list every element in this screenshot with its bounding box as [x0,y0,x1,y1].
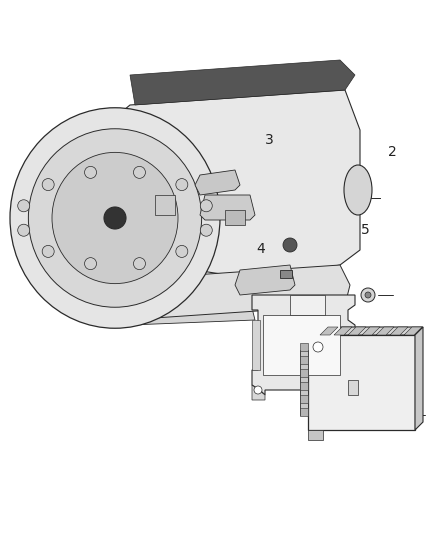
Text: 2: 2 [388,145,396,159]
Ellipse shape [344,165,372,215]
Polygon shape [280,270,292,278]
Polygon shape [200,195,255,220]
Polygon shape [320,327,338,335]
Circle shape [361,288,375,302]
Polygon shape [300,343,308,351]
Ellipse shape [52,152,178,284]
Circle shape [283,238,297,252]
Ellipse shape [104,207,126,229]
Polygon shape [300,356,308,364]
Text: 4: 4 [256,243,265,256]
Circle shape [176,245,188,257]
Polygon shape [130,60,355,105]
Polygon shape [376,327,394,335]
Polygon shape [348,327,366,335]
Circle shape [254,386,262,394]
Polygon shape [235,265,295,295]
Polygon shape [300,369,308,377]
Polygon shape [252,295,355,395]
Circle shape [42,179,54,191]
Circle shape [18,224,30,236]
Polygon shape [300,382,308,390]
Text: 3: 3 [265,133,274,147]
Polygon shape [308,327,423,335]
Polygon shape [225,210,245,225]
Text: 5: 5 [361,223,370,237]
Circle shape [313,342,323,352]
Circle shape [134,166,145,179]
Polygon shape [75,90,360,280]
Polygon shape [334,327,352,335]
Circle shape [85,257,96,270]
Polygon shape [155,195,175,215]
Polygon shape [125,300,255,325]
Polygon shape [390,327,408,335]
Polygon shape [263,315,340,375]
Ellipse shape [28,129,201,307]
Polygon shape [348,380,358,395]
Polygon shape [252,320,260,370]
Circle shape [42,245,54,257]
Polygon shape [308,430,323,440]
Circle shape [85,166,96,179]
Circle shape [134,257,145,270]
Polygon shape [290,295,325,315]
Polygon shape [362,327,380,335]
Circle shape [18,200,30,212]
Ellipse shape [10,108,220,328]
Circle shape [176,179,188,191]
Polygon shape [300,395,308,403]
Circle shape [200,224,212,236]
Circle shape [365,292,371,298]
Text: 1: 1 [366,330,374,344]
Polygon shape [415,327,423,430]
Polygon shape [115,265,350,320]
Polygon shape [300,408,308,416]
Polygon shape [300,350,308,415]
Polygon shape [308,335,415,430]
Circle shape [200,200,212,212]
Polygon shape [404,327,422,335]
Polygon shape [252,385,265,400]
Polygon shape [195,170,240,195]
